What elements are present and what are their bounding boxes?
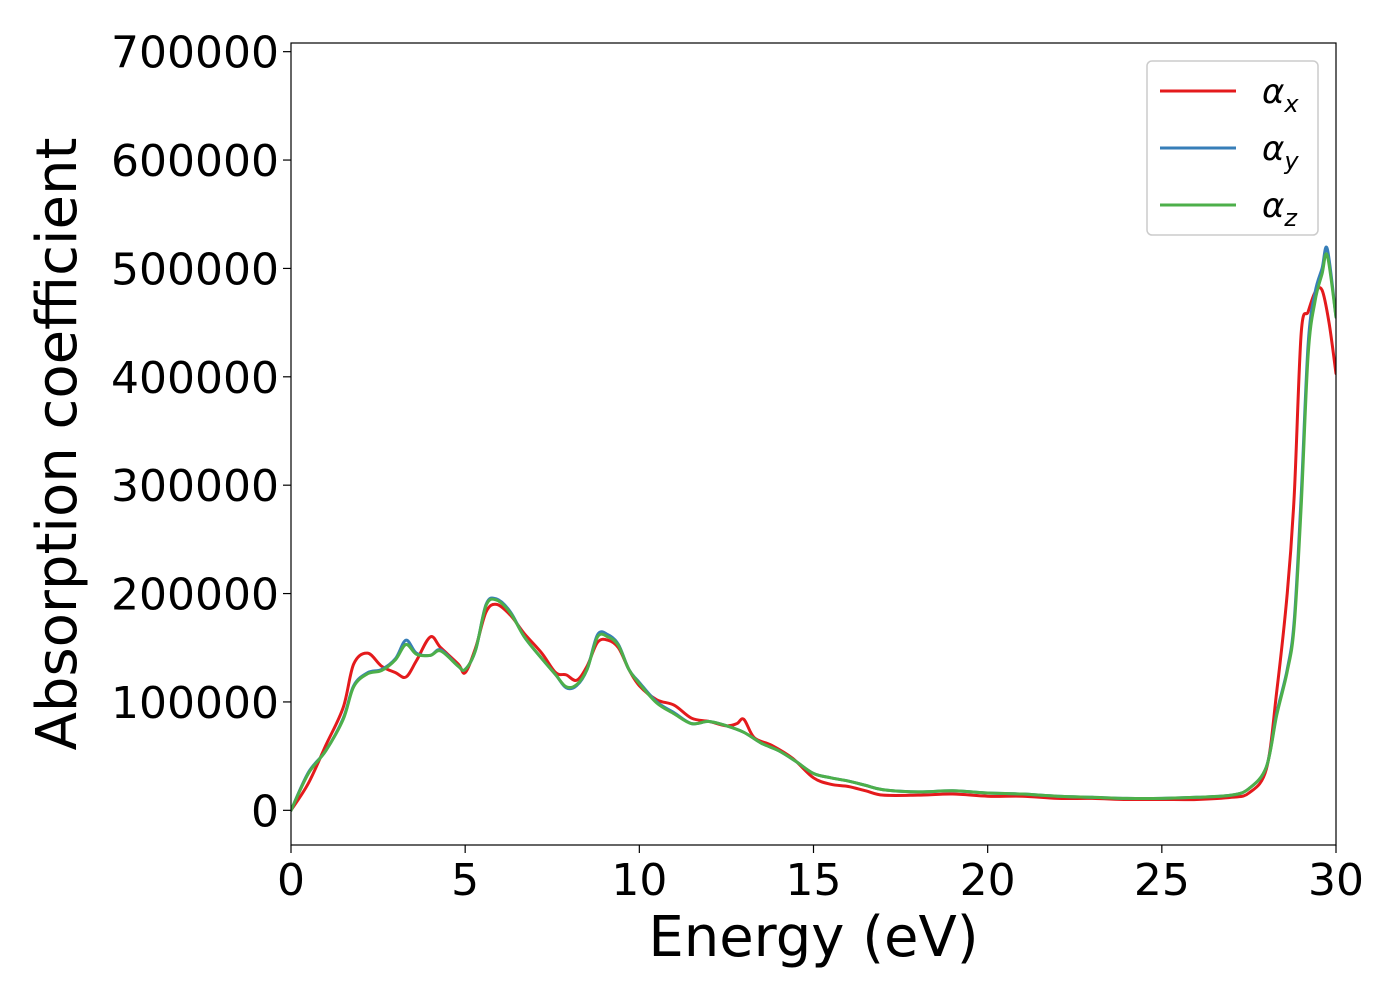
y-tick-label: 0 [251, 786, 279, 837]
x-tick-label: 25 [1134, 855, 1190, 906]
legend-label-x: αx [1262, 72, 1299, 118]
y-tick-label: 100000 [111, 678, 279, 729]
x-axis-title: Energy (eV) [648, 905, 978, 970]
y-tick-label: 400000 [111, 353, 279, 404]
x-tick-label: 15 [786, 855, 842, 906]
x-tick-label: 20 [960, 855, 1016, 906]
x-tick-label: 10 [611, 855, 667, 906]
x-axis-ticks: 0 5 10 15 20 25 30 [277, 845, 1364, 906]
series-line-y [291, 245, 1336, 812]
series-line-z [291, 252, 1336, 812]
y-tick-label: 300000 [111, 461, 279, 512]
y-tick-label: 700000 [111, 28, 279, 79]
legend-label-y: αy [1262, 129, 1299, 175]
x-tick-label: 0 [277, 855, 305, 906]
y-tick-label: 600000 [111, 136, 279, 187]
series-line-x [291, 286, 1336, 812]
legend-label-z: αz [1262, 186, 1298, 232]
y-axis-ticks: 0 100000 200000 300000 400000 500000 600000 700… [111, 28, 291, 837]
y-axis-title: Absorption coefficient [25, 138, 90, 751]
x-tick-label: 5 [451, 855, 479, 906]
y-tick-label: 200000 [111, 570, 279, 621]
y-tick-label: 500000 [111, 244, 279, 295]
legend: αx αy αz [1146, 60, 1319, 236]
x-tick-label: 30 [1308, 855, 1364, 906]
series-lines [291, 245, 1336, 812]
